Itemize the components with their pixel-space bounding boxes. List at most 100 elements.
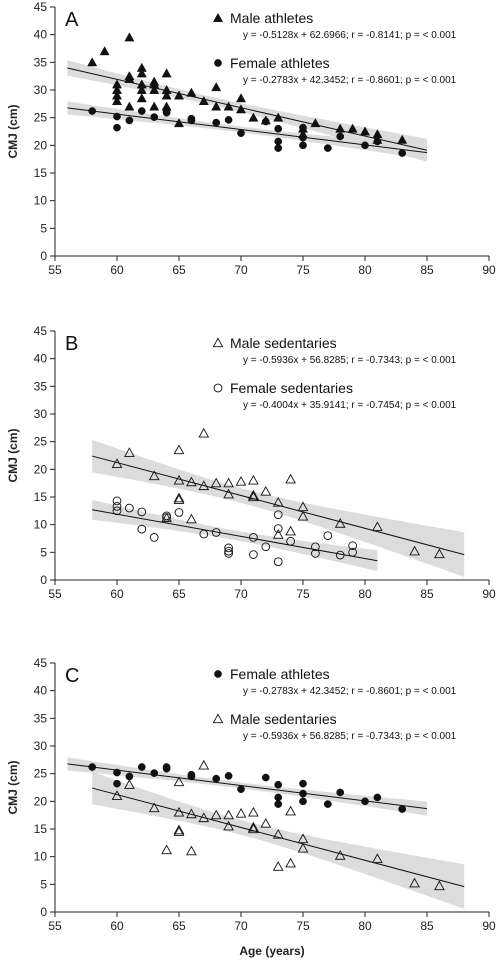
y-tick-label: 20 — [34, 794, 48, 808]
y-tick-label: 35 — [34, 379, 48, 393]
data-point-1 — [161, 90, 172, 100]
legend-marker-1 — [214, 670, 222, 678]
data-point-2 — [113, 123, 121, 132]
y-tick-label: 5 — [40, 877, 47, 891]
y-tick-label: 5 — [40, 221, 47, 235]
data-point-2 — [161, 844, 172, 855]
data-point-1 — [173, 90, 185, 100]
data-point-2 — [112, 506, 122, 516]
y-tick-label: 35 — [34, 711, 48, 725]
y-tick-label: 30 — [34, 407, 48, 421]
legend-marker-2 — [212, 713, 224, 724]
data-point-1 — [173, 444, 185, 455]
data-point-2 — [186, 845, 197, 856]
data-point-1 — [372, 521, 383, 532]
data-point-1 — [272, 529, 284, 539]
data-point-1 — [88, 763, 97, 771]
y-tick-label: 45 — [34, 0, 48, 14]
data-point-1 — [297, 501, 309, 512]
data-point-2 — [223, 809, 234, 820]
data-point-1 — [299, 789, 307, 798]
data-point-1 — [161, 68, 172, 78]
data-point-1 — [111, 95, 123, 105]
y-tick-label: 15 — [34, 822, 48, 836]
y-tick-label: 40 — [34, 352, 48, 366]
y-tick-label: 40 — [34, 684, 48, 698]
data-point-2 — [198, 759, 210, 770]
data-point-1 — [124, 101, 135, 111]
data-point-1 — [198, 480, 210, 491]
data-point-2 — [224, 116, 233, 124]
data-point-2 — [272, 861, 284, 871]
data-point-2 — [297, 842, 309, 853]
data-point-1 — [161, 84, 172, 94]
regression-line-2 — [92, 509, 378, 562]
data-point-2 — [111, 790, 123, 800]
data-point-1 — [149, 76, 160, 86]
y-tick-label: 0 — [40, 249, 47, 263]
x-tick-label: 65 — [172, 263, 186, 277]
panel-letter: A — [65, 9, 79, 31]
data-point-2 — [273, 524, 283, 533]
data-point-2 — [272, 829, 284, 839]
data-point-1 — [124, 447, 135, 457]
data-point-1 — [235, 93, 247, 103]
data-point-1 — [136, 79, 147, 89]
x-tick-label: 55 — [48, 587, 62, 601]
data-point-1 — [336, 788, 345, 797]
data-point-1 — [87, 57, 98, 67]
data-point-2 — [149, 533, 159, 542]
x-tick-label: 55 — [48, 263, 62, 277]
y-tick-label: 10 — [34, 850, 48, 864]
data-point-2 — [336, 132, 345, 141]
data-point-2 — [137, 524, 147, 534]
data-point-1 — [361, 797, 369, 806]
data-point-1 — [272, 497, 284, 507]
legend-marker-2 — [213, 383, 223, 393]
data-point-1 — [323, 800, 332, 808]
data-point-2 — [274, 124, 283, 133]
data-point-2 — [162, 511, 171, 521]
legend-equation-2: y = -0.5936x + 56.8285; r = -0.7343; p =… — [243, 731, 457, 742]
data-point-1 — [223, 477, 234, 488]
data-point-1 — [224, 772, 233, 780]
data-point-2 — [173, 806, 185, 817]
y-tick-label: 20 — [34, 138, 48, 152]
legend-name-2: Female sedentaries — [230, 380, 353, 396]
data-point-2 — [409, 877, 420, 888]
data-point-1 — [149, 84, 160, 94]
data-point-2 — [137, 507, 147, 517]
data-point-1 — [248, 112, 259, 122]
panel-c: 0 5 10 15 20 25 30 35 40 45 55 60 65 70 75 80 85 90 CMJ (c… — [6, 656, 496, 958]
data-point-1 — [335, 123, 346, 133]
data-point-1 — [359, 126, 371, 136]
data-point-2 — [299, 123, 307, 132]
data-point-1 — [212, 774, 221, 783]
legend-equation-1: y = -0.5936x + 56.8285; r = -0.7343; p =… — [243, 355, 457, 366]
panel-letter: B — [65, 333, 78, 355]
data-point-2 — [274, 144, 283, 152]
data-point-2 — [285, 805, 296, 816]
data-point-1 — [398, 805, 407, 813]
data-point-2 — [249, 550, 258, 559]
data-point-1 — [274, 793, 283, 802]
data-point-1 — [273, 112, 284, 122]
data-point-2 — [124, 779, 135, 789]
data-point-2 — [125, 503, 134, 513]
y-axis-label: CMJ (cm) — [6, 428, 20, 482]
data-point-2 — [173, 824, 185, 835]
data-point-2 — [299, 133, 307, 142]
data-point-1 — [211, 101, 222, 111]
y-tick-label: 25 — [34, 111, 48, 125]
data-point-2 — [248, 823, 259, 834]
legend-name-2: Female athletes — [230, 55, 330, 71]
data-point-1 — [173, 474, 185, 485]
x-tick-label: 70 — [234, 919, 248, 933]
data-point-1 — [310, 118, 321, 128]
data-point-2 — [372, 853, 383, 864]
data-point-1 — [99, 46, 110, 56]
data-point-2 — [274, 137, 283, 146]
data-point-2 — [210, 809, 222, 820]
data-point-1 — [285, 525, 296, 536]
legend-name-2: Male sedentaries — [230, 711, 337, 727]
